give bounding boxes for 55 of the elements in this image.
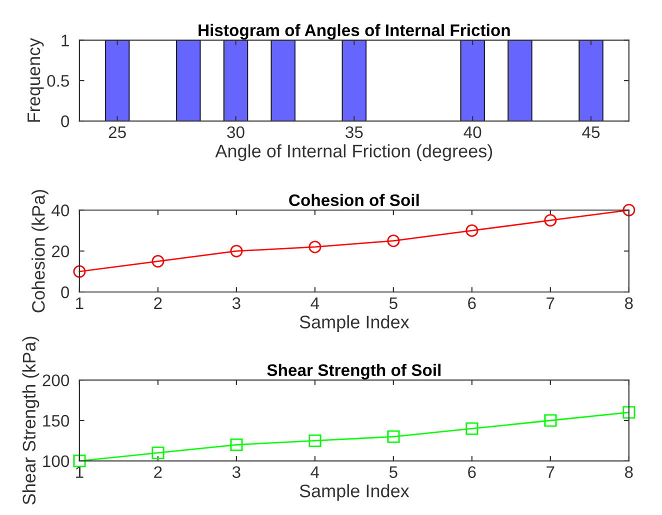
y-tick-label: 0.5 (47, 75, 70, 87)
x-axis-title: Angle of Internal Friction (degrees) (215, 144, 492, 162)
x-tick-label: 2 (154, 466, 162, 478)
y-tick-label: 200 (42, 374, 70, 386)
y-tick-label: 0 (61, 115, 70, 128)
x-tick-label: 3 (232, 466, 240, 478)
y-tick-label: 100 (43, 455, 70, 468)
point (152, 255, 164, 268)
chart-title: Cohesion of Soil (289, 194, 419, 206)
x-tick-label: 1 (76, 297, 84, 309)
point (622, 204, 636, 216)
point (152, 446, 164, 460)
x-tick-label: 30 (227, 126, 244, 138)
point (73, 265, 86, 278)
x-axis-title: Sample Index (300, 315, 410, 332)
x-axis-title: Sample Index (300, 484, 410, 501)
chart-title: Shear Strength of Soil (267, 364, 440, 380)
x-tick-label: 1 (76, 466, 84, 478)
y-tick-label: 20 (52, 245, 70, 258)
point (387, 234, 400, 248)
point (466, 224, 478, 237)
x-tick-label: 5 (389, 297, 398, 310)
point (544, 414, 557, 427)
x-tick-label: 25 (108, 126, 126, 138)
point (622, 406, 636, 419)
x-tick-label: 35 (346, 126, 363, 138)
y-axis-title: Frequency (28, 38, 44, 122)
y-tick-label: 40 (52, 204, 70, 216)
x-tick-label: 40 (464, 126, 482, 138)
y-axis-title: Shear Strength (kPa) (22, 336, 40, 504)
point (73, 454, 86, 468)
point (387, 430, 400, 443)
x-tick-label: 5 (389, 466, 398, 478)
point (308, 434, 322, 447)
x-tick-label: 2 (154, 297, 162, 309)
y-tick-label: 150 (43, 414, 70, 427)
x-tick-label: 7 (546, 466, 554, 478)
x-tick-label: 8 (624, 297, 633, 310)
x-tick-label: 45 (582, 126, 600, 138)
chart-title: Histogram of Angles of Internal Friction (198, 24, 510, 40)
point (230, 244, 243, 258)
point (544, 214, 557, 227)
x-tick-label: 6 (468, 466, 476, 478)
point (308, 240, 322, 254)
x-tick-label: 8 (624, 466, 633, 478)
x-tick-label: 6 (468, 297, 476, 310)
x-tick-label: 4 (310, 297, 320, 309)
y-axis-title: Cohesion (kPa) (32, 190, 48, 312)
x-tick-label: 7 (546, 297, 554, 309)
x-tick-label: 4 (310, 466, 320, 478)
point (230, 438, 243, 452)
y-tick-label: 0 (61, 286, 70, 298)
point (466, 422, 478, 435)
y-tick-label: 1 (62, 34, 69, 46)
x-tick-label: 3 (232, 297, 240, 310)
